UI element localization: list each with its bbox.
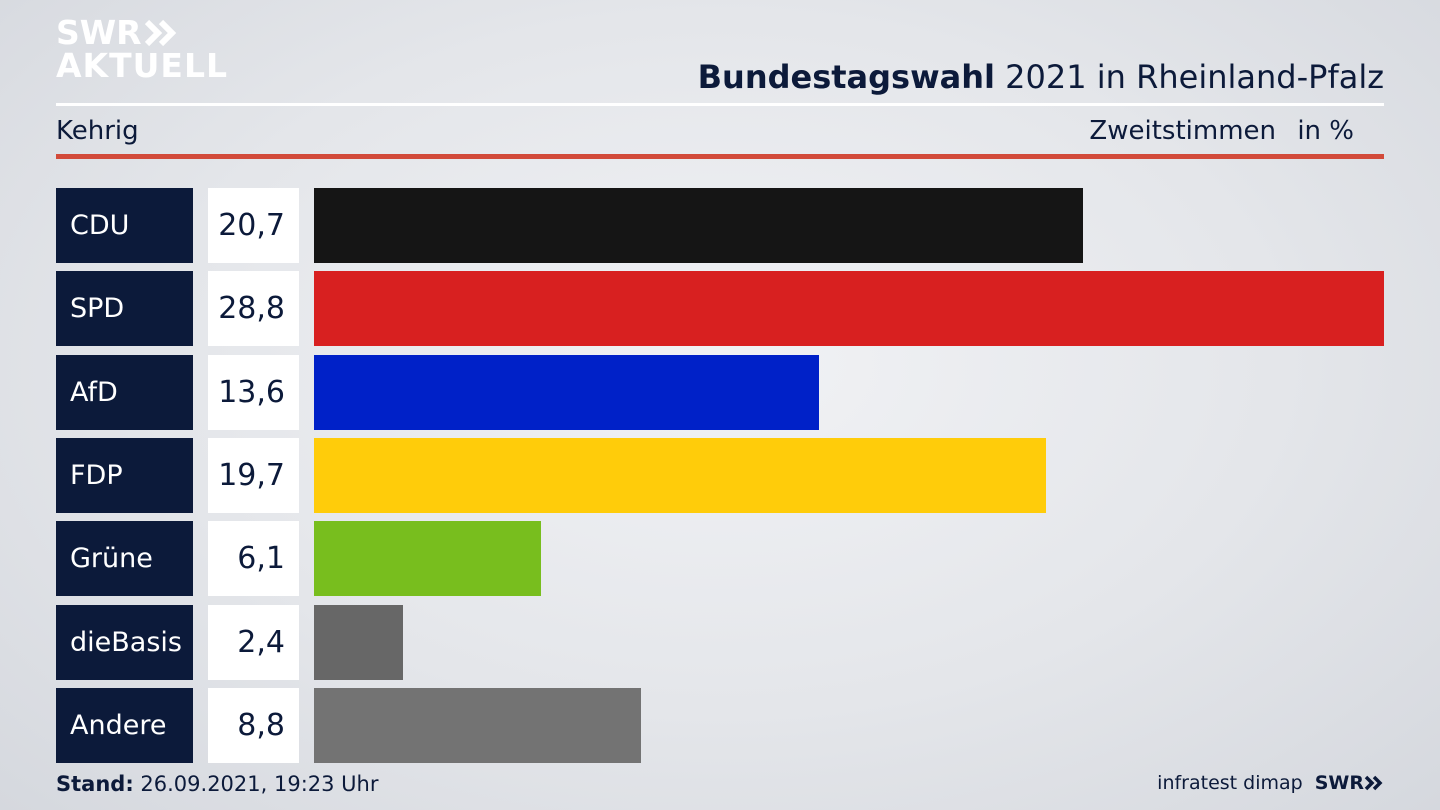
unit-label: in % [1297, 116, 1354, 146]
swr-brand-logo: SWR [1315, 772, 1384, 794]
bar [314, 355, 819, 430]
bar-row: Andere 8,8 [0, 688, 1440, 763]
chart-title: Bundestagswahl 2021 in Rheinland-Pfalz [698, 58, 1384, 96]
bar [314, 605, 403, 680]
party-label: SPD [56, 271, 193, 346]
swr-aktuell-logo: SWR AKTUELL [56, 16, 228, 82]
value-label: 13,6 [208, 355, 299, 430]
metric-label: Zweitstimmen [1089, 116, 1276, 146]
value-label: 20,7 [208, 188, 299, 263]
swr-brand-text: SWR [1314, 772, 1364, 794]
timestamp-label: Stand: [56, 772, 134, 796]
bar [314, 438, 1046, 513]
party-label: dieBasis [56, 605, 193, 680]
source-credit: infratest dimap SWR [1157, 772, 1384, 794]
logo-text-swr: SWR [56, 13, 142, 52]
value-label: 8,8 [208, 688, 299, 763]
double-chevron-small-icon [1364, 775, 1383, 791]
bar [314, 271, 1384, 346]
accent-divider [56, 154, 1384, 159]
party-label: Andere [56, 688, 193, 763]
chart-title-bold: Bundestagswahl [697, 58, 995, 96]
timestamp-value: 26.09.2021, 19:23 Uhr [133, 772, 379, 796]
value-label: 28,8 [208, 271, 299, 346]
bar [314, 188, 1083, 263]
bar-row: FDP 19,7 [0, 438, 1440, 513]
header-divider [56, 103, 1384, 106]
party-label: Grüne [56, 521, 193, 596]
timestamp: Stand: 26.09.2021, 19:23 Uhr [56, 772, 379, 796]
bar-row: SPD 28,8 [0, 271, 1440, 346]
party-label: CDU [56, 188, 193, 263]
bar [314, 688, 641, 763]
bar [314, 521, 541, 596]
source-label: infratest dimap [1157, 772, 1303, 794]
chart-title-rest: 2021 in Rheinland-Pfalz [995, 58, 1384, 96]
party-label: AfD [56, 355, 193, 430]
logo-text-aktuell: AKTUELL [56, 46, 229, 85]
party-label: FDP [56, 438, 193, 513]
bar-row: dieBasis 2,4 [0, 605, 1440, 680]
bar-row: Grüne 6,1 [0, 521, 1440, 596]
value-label: 2,4 [208, 605, 299, 680]
bar-row: AfD 13,6 [0, 355, 1440, 430]
value-label: 19,7 [208, 438, 299, 513]
region-subtitle: Kehrig [56, 116, 139, 146]
value-label: 6,1 [208, 521, 299, 596]
double-chevron-icon [144, 19, 176, 46]
bar-row: CDU 20,7 [0, 188, 1440, 263]
